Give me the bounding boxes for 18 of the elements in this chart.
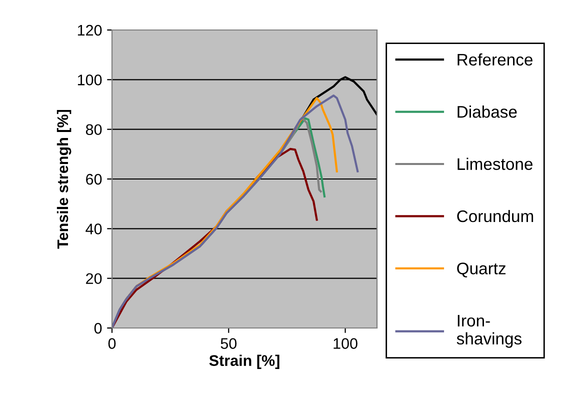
y-tick-label: 80 [86, 124, 102, 136]
x-tick-label: 0 [108, 338, 116, 349]
legend-label: Limestone [458, 158, 532, 170]
legend-label: Quartz [457, 262, 506, 278]
y-tick-label: 60 [86, 174, 102, 185]
y-tick-label: 20 [86, 273, 102, 284]
x-axis-title: Strain [%] [209, 354, 280, 369]
y-tick-label: 0 [94, 322, 102, 334]
legend-label: Diabase [458, 106, 517, 118]
legend-label: Reference [458, 53, 532, 66]
legend-label: Corundum [457, 210, 534, 222]
y-tick-label: 100 [78, 74, 102, 86]
x-tick-label: 100 [334, 338, 358, 349]
x-tick-label: 50 [220, 338, 237, 349]
y-tick-label: 40 [86, 224, 102, 234]
legend-label: Iron- shavings [456, 314, 522, 348]
y-tick-label: 120 [78, 24, 102, 36]
y-axis-title: Tensile strengh [%] [56, 110, 72, 249]
